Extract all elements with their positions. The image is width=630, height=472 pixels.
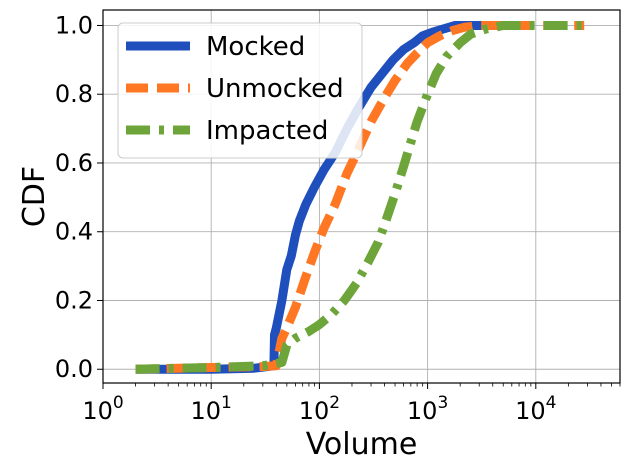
- y-tick-label: 0.4: [55, 218, 93, 246]
- legend: Mocked Unmocked Impacted: [117, 22, 363, 159]
- y-axis-label: CDF: [17, 166, 52, 227]
- y-tick-label: 1.0: [55, 11, 93, 39]
- legend-label-impacted: Impacted: [206, 116, 328, 146]
- series-line-unmocked: [135, 21, 585, 374]
- x-tick-label: 101: [191, 393, 232, 425]
- y-tick-label: 0.6: [55, 149, 93, 177]
- legend-label-unmocked: Unmocked: [206, 74, 344, 104]
- legend-label-mocked: Mocked: [206, 32, 305, 62]
- series-line-impacted: [135, 21, 585, 374]
- plot-frame: [102, 9, 621, 384]
- x-axis-label: Volume: [306, 427, 418, 462]
- ticks: 100 101 102 103 104 0.0 0.2 0.4 0.6 0.8 1.0: [55, 11, 621, 425]
- legend-box: [117, 22, 363, 159]
- x-tick-label: 100: [82, 393, 123, 425]
- y-tick-label: 0.8: [55, 80, 93, 108]
- y-tick-label: 0.2: [55, 286, 93, 314]
- x-tick-label: 104: [515, 393, 556, 425]
- x-tick-label: 103: [407, 393, 448, 425]
- x-tick-label: 102: [299, 393, 340, 425]
- y-tick-label: 0.0: [55, 355, 93, 383]
